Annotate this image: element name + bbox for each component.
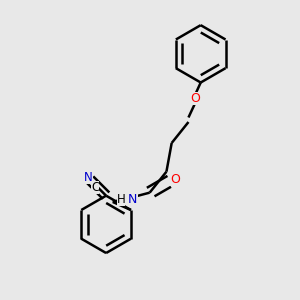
Text: H: H xyxy=(117,193,125,206)
Text: N: N xyxy=(128,193,137,206)
Text: C: C xyxy=(91,181,99,194)
Text: O: O xyxy=(170,173,180,186)
Text: O: O xyxy=(190,92,200,105)
Text: N: N xyxy=(84,171,93,184)
